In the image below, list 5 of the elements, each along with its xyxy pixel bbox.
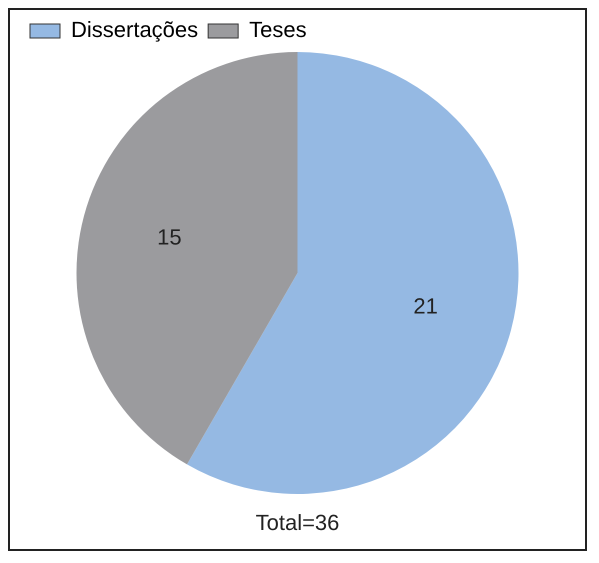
data-label: 15 [157,224,182,250]
text: Total=36 [256,510,340,536]
legend-label: Teses [249,17,307,42]
legend-label: Dissertações [71,17,198,42]
data-label: 21 [413,293,438,318]
